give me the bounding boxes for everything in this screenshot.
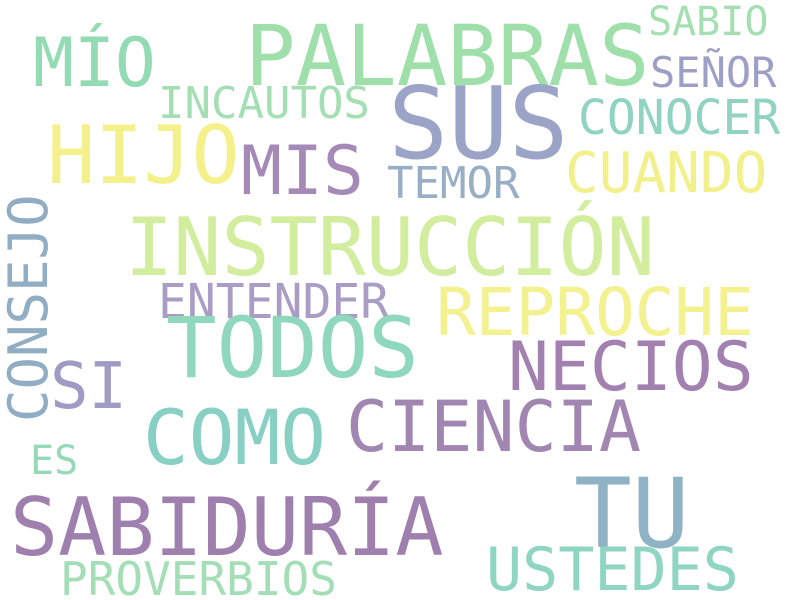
word-mio: MÍO [33, 24, 156, 103]
word-sabio: SABIO [648, 0, 769, 45]
word-temor: TEMOR [387, 158, 520, 209]
word-entender: ENTENDER [158, 274, 390, 330]
word-necios: NECIOS [508, 328, 754, 407]
word-conocer: CONOCER [578, 90, 781, 146]
word-cuando: CUANDO [565, 141, 768, 206]
word-reproche: REPROCHE [436, 274, 754, 351]
word-tu: TU [574, 458, 690, 570]
word-como: COMO [143, 393, 327, 482]
word-palabras: PALABRAS [245, 7, 650, 105]
word-sus: SUS [388, 65, 569, 182]
word-ciencia: CIENCIA [346, 386, 642, 468]
word-es: ES [30, 438, 79, 484]
word-hijo: HIJO [47, 109, 240, 202]
word-si: SI [50, 350, 128, 424]
word-todos: TODOS [166, 299, 419, 397]
word-proverbios: PROVERBIOS [60, 552, 337, 600]
word-senor: SEÑOR [650, 48, 777, 97]
word-incautos: INCAUTOS [158, 78, 370, 129]
word-mis: MIS [241, 132, 364, 211]
word-sabiduria: SABIDURÍA [10, 481, 444, 574]
word-ustedes: USTEDES [486, 535, 739, 600]
word-instruccion: INSTRUCCIÓN [125, 201, 655, 294]
word-consejo: CONSEJO [0, 194, 60, 422]
